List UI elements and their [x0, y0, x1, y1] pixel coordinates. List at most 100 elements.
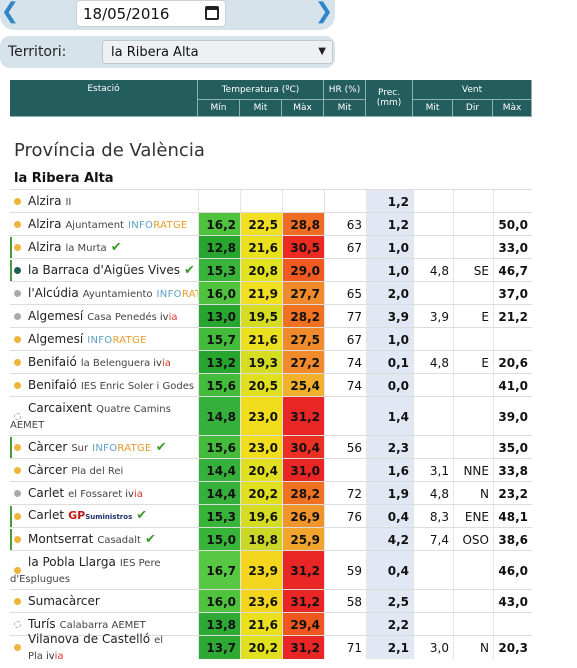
- station-cell[interactable]: Carcaixent Quatre Camins AEMET: [10, 397, 198, 436]
- cell-wmit: 3,9: [413, 305, 453, 328]
- station-name-group: Càrcer Pla del Rei: [28, 463, 123, 479]
- cell-min: 15,7: [198, 328, 240, 351]
- station-cell[interactable]: Alzira la Murta ✔: [10, 236, 198, 259]
- date-input[interactable]: 18/05/2016: [76, 0, 226, 27]
- station-status-dot: [14, 443, 21, 451]
- station-name[interactable]: Carcaixent: [28, 400, 93, 415]
- station-cell[interactable]: Montserrat Casadalt ✔: [10, 528, 198, 551]
- station-cell[interactable]: l'AlcúdiaAyuntamientoINFORATGE: [10, 282, 216, 305]
- station-name[interactable]: Sumacàrcer: [28, 594, 100, 608]
- cell-mit: [240, 190, 282, 213]
- station-name[interactable]: Carlet: [28, 508, 65, 522]
- table-row[interactable]: l'AlcúdiaAyuntamientoINFORATGE16,021,927…: [10, 281, 532, 305]
- cell-min: 13,2: [198, 351, 240, 374]
- station-name[interactable]: Montserrat: [28, 531, 94, 546]
- station-name[interactable]: Algemesí: [28, 331, 84, 346]
- table-row[interactable]: la Pobla Llarga IES Pere d'Esplugues 16,7 23…: [10, 550, 532, 590]
- station-cell[interactable]: Algemesí Casa Penedés ivia: [10, 305, 198, 328]
- station-name[interactable]: Alzira: [28, 193, 62, 208]
- station-subname: Casadalt: [97, 534, 141, 546]
- station-name[interactable]: Càrcer: [28, 462, 68, 477]
- calendar-icon[interactable]: [205, 6, 219, 20]
- cell-min: 14,4: [198, 459, 240, 482]
- cell-prec: 1,2: [366, 213, 413, 236]
- table-row[interactable]: Sumacàrcer 16,0 23,6 31,2 58 2,5 43,0: [10, 589, 532, 613]
- cell-max: 31,2: [282, 590, 324, 613]
- station-name[interactable]: Benifaió: [28, 377, 77, 392]
- table-row[interactable]: Benifaió la Belenguera ivia 13,2 19,3 27,2 74 0…: [10, 350, 532, 374]
- table-row[interactable]: la Barraca d'Aigües Vives ✔ 15,3 20,8 29,0 1,…: [10, 258, 532, 282]
- station-cell[interactable]: Carlet GPSuministros ✔: [10, 505, 198, 528]
- cell-max: 25,4: [282, 374, 324, 397]
- cell-max: 29,0: [282, 259, 324, 282]
- cell-wmax: 50,0: [493, 213, 532, 236]
- station-name[interactable]: Benifaió: [28, 354, 77, 369]
- table-row[interactable]: Alzira Ajuntament INFORATGE 16,2 22,5 28,8 63 1…: [10, 212, 532, 236]
- station-name[interactable]: l'Alcúdia: [28, 285, 79, 300]
- cell-max: 31,0: [282, 459, 324, 482]
- cell-min: 12,8: [198, 236, 240, 259]
- station-cell[interactable]: Carlet el Fossaret ivia: [10, 482, 198, 505]
- station-cell[interactable]: Càrcer Sur INFORATGE ✔: [10, 436, 198, 459]
- station-subname: el Pla: [28, 634, 164, 662]
- station-cell[interactable]: Algemesí INFORATGE: [10, 328, 198, 351]
- station-name[interactable]: la Barraca d'Aigües Vives: [28, 263, 181, 277]
- chevron-right-icon[interactable]: ❯: [314, 0, 334, 24]
- station-name-group: Sumacàrcer: [28, 594, 100, 609]
- cell-dir: [453, 590, 493, 613]
- table-row[interactable]: Carlet el Fossaret ivia 14,4 20,2 28,2 72 1,9 4,…: [10, 481, 532, 505]
- station-cell[interactable]: Càrcer Pla del Rei: [10, 459, 198, 482]
- table-row[interactable]: Carlet GPSuministros ✔ 15,3 19,6 26,9 76 0,4 8,3…: [10, 504, 532, 528]
- check-icon: ✔: [184, 263, 195, 278]
- station-cell[interactable]: Alzira Ajuntament INFORATGE: [10, 213, 198, 236]
- station-name[interactable]: Alzira: [28, 239, 62, 254]
- table-row[interactable]: Algemesí Casa Penedés ivia 13,0 19,5 28,2 77 3,…: [10, 304, 532, 328]
- station-cell[interactable]: Sumacàrcer: [10, 590, 198, 613]
- cell-wmit: 7,4: [413, 528, 453, 551]
- station-name[interactable]: Alzira: [28, 216, 62, 231]
- table-row[interactable]: Algemesí INFORATGE 15,7 21,6 27,5 67 1,0: [10, 327, 532, 351]
- station-cell[interactable]: Turís Calabarra AEMET: [10, 613, 198, 636]
- station-cell[interactable]: Vilanova de Castelló el Pla ivia: [10, 632, 198, 662]
- cell-min: [198, 190, 240, 213]
- table-row[interactable]: Montserrat Casadalt ✔ 15,0 18,8 25,9 4,2 7,4 OSO…: [10, 527, 532, 551]
- table-row[interactable]: Vilanova de Castelló el Pla ivia 13,7 20,2 31…: [10, 632, 532, 662]
- station-status-dot: [14, 312, 21, 320]
- station-name[interactable]: Carlet: [28, 485, 65, 500]
- cell-wmax: 46,7: [493, 259, 532, 282]
- table-row[interactable]: Càrcer Sur INFORATGE ✔ 15,6 23,0 30,4 56 2,3 35,0: [10, 435, 532, 459]
- station-subname: IES Pere: [119, 557, 161, 569]
- cell-mit: 21,9: [240, 282, 282, 305]
- station-cell[interactable]: Benifaió la Belenguera ivia: [10, 351, 198, 374]
- table-row[interactable]: Turís Calabarra AEMET 13,8 21,6 29,4 2,2: [10, 612, 532, 636]
- cell-mit: 19,6: [240, 505, 282, 528]
- station-cell[interactable]: Alzira II: [10, 190, 198, 213]
- chevron-left-icon[interactable]: ❮: [0, 0, 20, 24]
- header-hr: HR (%): [324, 80, 366, 100]
- station-cell[interactable]: la Pobla Llarga IES Pere d'Esplugues: [10, 551, 198, 590]
- cell-hr: 77: [324, 305, 366, 328]
- station-cell[interactable]: la Barraca d'Aigües Vives ✔: [10, 259, 198, 282]
- cell-min: 13,8: [198, 613, 240, 636]
- date-value[interactable]: 18/05/2016: [83, 5, 170, 23]
- territory-select[interactable]: la Ribera Alta ▼: [102, 40, 333, 64]
- table-row[interactable]: Càrcer Pla del Rei 14,4 20,4 31,0 1,6 3,1 NNE 33…: [10, 458, 532, 482]
- station-name[interactable]: la Pobla Llarga: [28, 554, 116, 569]
- table-row[interactable]: Benifaió IES Enric Soler i Godes 15,6 20,5 2…: [10, 373, 532, 397]
- table-row[interactable]: Alzira la Murta ✔ 12,8 21,6 30,5 67 1,0 33,0: [10, 235, 532, 259]
- cell-wmit: [413, 590, 453, 613]
- table-row[interactable]: Alzira II 1,2: [10, 189, 532, 213]
- station-name[interactable]: Càrcer: [28, 439, 68, 454]
- cell-max: 26,9: [282, 505, 324, 528]
- chevron-down-icon[interactable]: ▼: [318, 46, 326, 57]
- station-name-group: Algemesí Casa Penedés ivia: [28, 309, 177, 325]
- station-cell[interactable]: Benifaió IES Enric Soler i Godes: [10, 374, 198, 397]
- table-row[interactable]: Carcaixent Quatre Camins AEMET 14,8 23,0 31,2…: [10, 396, 532, 436]
- station-name[interactable]: Algemesí: [28, 308, 84, 323]
- station-name[interactable]: Vilanova de Castelló: [28, 631, 151, 646]
- station-name[interactable]: Turís: [28, 616, 56, 631]
- territory-selected-value[interactable]: la Ribera Alta: [111, 45, 199, 60]
- station-name-group: Carcaixent Quatre Camins AEMET: [10, 400, 171, 433]
- cell-wmit: [413, 613, 453, 636]
- cell-wmit: 4,8: [413, 482, 453, 505]
